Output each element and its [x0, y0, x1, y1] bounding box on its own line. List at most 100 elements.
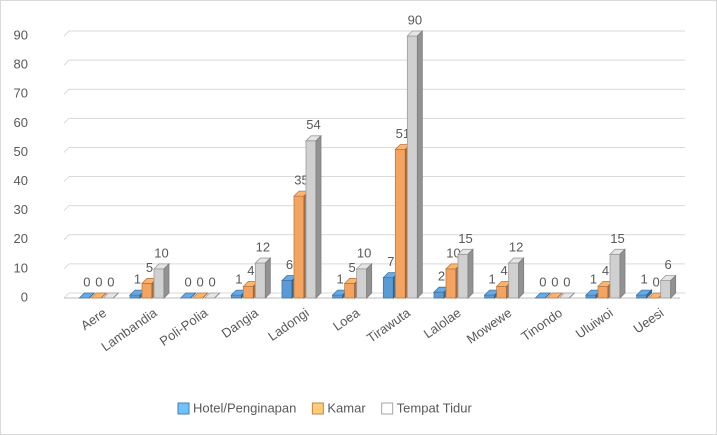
- data-label: 10: [154, 245, 168, 260]
- bar-face: [366, 262, 373, 299]
- data-label: 15: [610, 231, 624, 246]
- bar-face: [569, 292, 575, 299]
- bar-face: [518, 257, 525, 299]
- legend-swatch: [381, 402, 394, 415]
- y-tick-label: 50: [14, 144, 28, 159]
- bar: [534, 292, 552, 299]
- data-label: 1: [489, 272, 496, 287]
- bar: [179, 292, 197, 299]
- data-label: 1: [590, 272, 597, 287]
- bar: [457, 248, 474, 299]
- bar-face: [467, 248, 474, 299]
- bar-face: [315, 134, 322, 299]
- bar-face: [619, 248, 626, 299]
- legend-swatch: [177, 402, 190, 415]
- bar-face: [344, 283, 356, 299]
- bar: [305, 134, 322, 299]
- bar-face: [597, 285, 609, 299]
- bar: [546, 292, 564, 299]
- bar-face: [646, 289, 653, 299]
- bar: [609, 248, 626, 299]
- bar-face: [585, 294, 597, 299]
- bar-face: [242, 285, 254, 299]
- data-label: 0: [551, 274, 558, 289]
- data-label: 7: [387, 254, 394, 269]
- y-tick-label: 70: [14, 86, 28, 101]
- bar-face: [636, 294, 648, 299]
- grid-depth: [63, 59, 70, 66]
- data-label: 4: [501, 263, 508, 278]
- data-label: 0: [83, 274, 90, 289]
- y-tick-label: 30: [14, 202, 28, 217]
- bar-face: [190, 292, 196, 299]
- bar-face: [264, 257, 271, 299]
- y-tick-label: 0: [21, 289, 28, 304]
- data-label: 54: [306, 117, 320, 132]
- bar-face: [433, 291, 445, 299]
- bar-face: [406, 35, 418, 299]
- data-label: 10: [446, 245, 460, 260]
- data-label: 0: [209, 274, 216, 289]
- bar-face: [416, 30, 423, 299]
- bar: [558, 292, 576, 299]
- legend-swatch: [311, 402, 324, 415]
- bar: [78, 292, 96, 299]
- bar-face: [508, 262, 520, 299]
- data-label: 0: [95, 274, 102, 289]
- y-tick-label: 10: [14, 260, 28, 275]
- bar: [507, 257, 525, 299]
- bar-face: [394, 149, 406, 299]
- data-label: 6: [665, 257, 672, 272]
- bar-face: [445, 268, 457, 299]
- data-label: 0: [563, 274, 570, 289]
- bar-face: [305, 140, 317, 299]
- data-label: 4: [247, 263, 254, 278]
- bar: [635, 289, 653, 299]
- bar-face: [281, 280, 293, 299]
- data-label: 1: [641, 272, 648, 287]
- bar-face: [141, 283, 153, 299]
- bar-face: [113, 292, 119, 299]
- bar-face: [101, 292, 107, 299]
- grid-depth: [63, 205, 70, 212]
- bar-face: [545, 292, 551, 299]
- bar-face: [496, 285, 508, 299]
- data-label: 51: [396, 126, 410, 141]
- data-label: 5: [349, 260, 356, 275]
- data-label: 0: [197, 274, 204, 289]
- bar-face: [660, 280, 672, 299]
- bar-face: [214, 292, 220, 299]
- grid-depth: [63, 263, 70, 270]
- grid-depth: [63, 234, 70, 241]
- bar-face: [484, 294, 496, 299]
- data-label: 0: [107, 274, 114, 289]
- data-label: 2: [438, 269, 445, 284]
- bar-face: [129, 294, 141, 299]
- data-label: 1: [134, 272, 141, 287]
- data-label: 5: [146, 260, 153, 275]
- grid-depth: [63, 30, 70, 37]
- bar: [406, 30, 424, 299]
- bar: [191, 292, 209, 299]
- grid-depth: [63, 147, 70, 153]
- data-label: 15: [458, 231, 472, 246]
- data-label: 4: [602, 263, 609, 278]
- bar-face: [163, 262, 170, 299]
- data-label: 0: [653, 274, 660, 289]
- y-tick-label: 90: [14, 27, 28, 42]
- bar-face: [153, 268, 165, 299]
- bar-face: [89, 292, 95, 299]
- bar: [203, 292, 221, 299]
- legend-label: Hotel/Penginapan: [193, 400, 296, 415]
- bar-face: [609, 253, 621, 299]
- data-label: 35: [294, 173, 308, 188]
- data-label: 12: [509, 240, 523, 255]
- y-tick-label: 20: [14, 231, 28, 246]
- data-label: 6: [286, 257, 293, 272]
- bar-face: [670, 274, 677, 299]
- y-tick-label: 40: [14, 173, 28, 188]
- bar: [355, 262, 373, 299]
- grid-depth: [63, 88, 70, 95]
